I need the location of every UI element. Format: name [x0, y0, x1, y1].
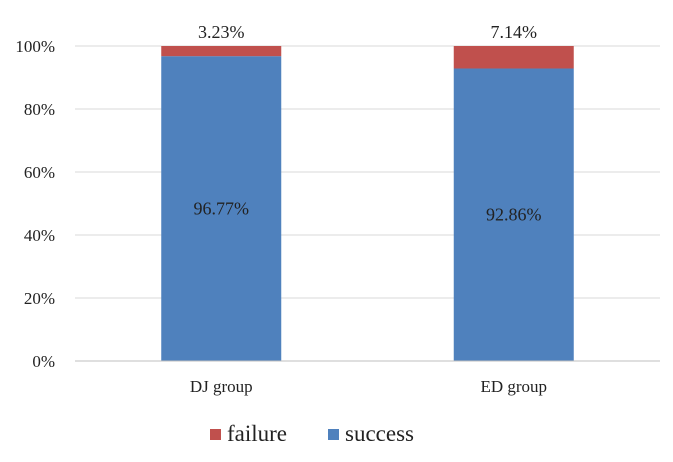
data-label-failure: 7.14% [491, 22, 538, 42]
x-tick-label: ED group [480, 377, 547, 396]
data-label-success: 92.86% [486, 205, 542, 225]
data-label-success: 96.77% [194, 199, 250, 219]
data-label-failure: 3.23% [198, 22, 245, 42]
x-tick-label: DJ group [190, 377, 253, 396]
bar-failure [453, 46, 574, 69]
data-labels: 96.77% 3.23% 92.86% 7.14% [194, 22, 542, 225]
bar-success [453, 68, 574, 361]
y-tick-label: 60% [24, 163, 55, 182]
y-tick-label: 40% [24, 226, 55, 245]
legend-swatch-failure [210, 429, 221, 440]
y-tick-label: 100% [15, 37, 55, 56]
bar-success [161, 56, 282, 361]
legend: failure success [210, 421, 414, 446]
bars [161, 46, 574, 361]
y-tick-label: 80% [24, 100, 55, 119]
bar-failure [161, 46, 282, 57]
y-tick-label: 0% [32, 352, 55, 371]
legend-label-failure: failure [227, 421, 287, 446]
legend-swatch-success [328, 429, 339, 440]
legend-label-success: success [345, 421, 414, 446]
axes: 0% 20% 40% 60% 80% 100% DJ group ED group [15, 37, 660, 396]
y-tick-label: 20% [24, 289, 55, 308]
